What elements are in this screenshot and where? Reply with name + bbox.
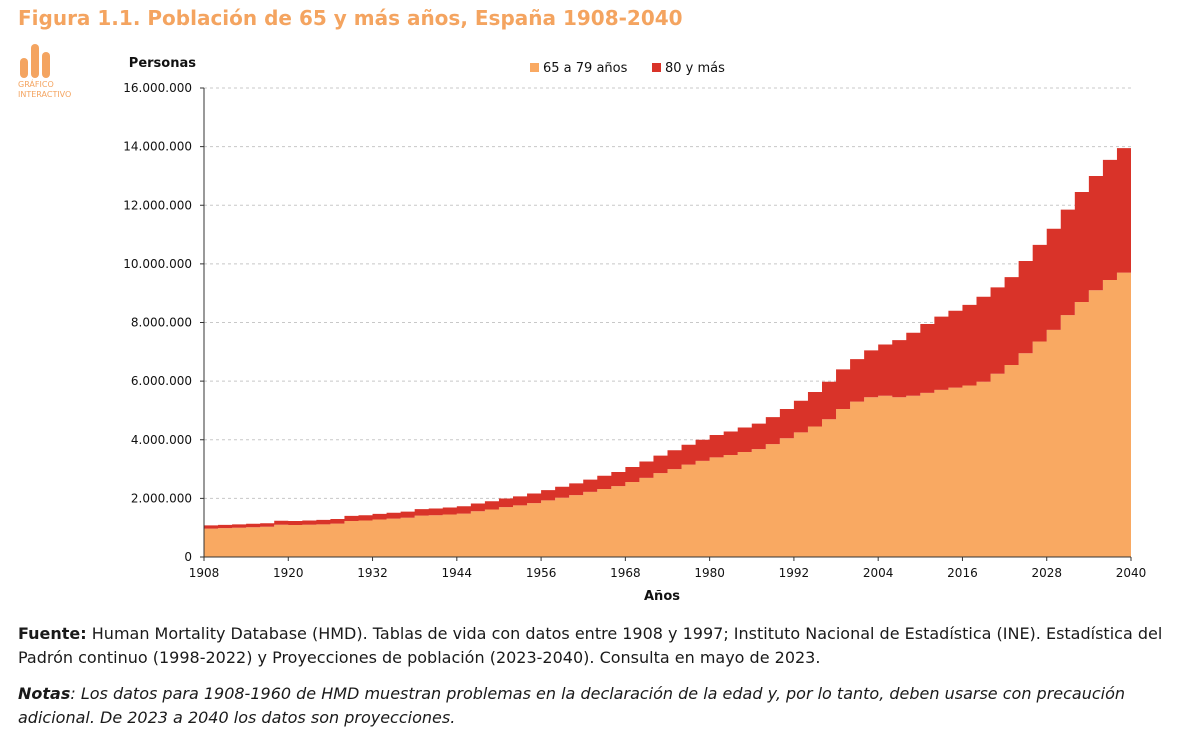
x-tick-label-1956: 1956 xyxy=(526,566,557,580)
interactive-label-line-2: INTERACTIVO xyxy=(18,90,72,99)
figure-title: Figura 1.1. Población de 65 y más años, … xyxy=(18,6,683,30)
y-tick-label-8: 16.000.000 xyxy=(123,81,192,95)
area-series-65-79[interactable] xyxy=(204,269,1131,557)
y-tick-label-1: 2.000.000 xyxy=(131,491,192,505)
source-note: Fuente: Human Mortality Database (HMD). … xyxy=(18,622,1183,670)
notes-label: Notas xyxy=(18,684,71,703)
legend-swatch xyxy=(530,63,539,72)
legend-label: 80 y más xyxy=(665,61,725,76)
y-tick-label-7: 14.000.000 xyxy=(123,140,192,154)
axes: 0 2.000.000 4.000.000 6.000.000 8.000.000 10.… xyxy=(123,81,1146,580)
y-tick-label-0: 0 xyxy=(184,550,192,564)
x-tick-label-1908: 1908 xyxy=(189,566,220,580)
notes-note: Notas: Los datos para 1908-1960 de HMD m… xyxy=(18,682,1183,730)
y-axis-title: Personas xyxy=(129,56,196,71)
y-tick-label-6: 12.000.000 xyxy=(123,198,192,212)
notes-text: : Los datos para 1908-1960 de HMD muestr… xyxy=(18,684,1126,727)
legend-item-65-79[interactable]: 65 a 79 años xyxy=(530,61,628,76)
legend-item-80-plus[interactable]: 80 y más xyxy=(652,61,725,76)
x-tick-label-1932: 1932 xyxy=(357,566,388,580)
x-tick-label-2028: 2028 xyxy=(1031,566,1062,580)
area-series xyxy=(204,139,1131,557)
x-tick-label-2040: 2040 xyxy=(1116,566,1147,580)
x-tick-label-1920: 1920 xyxy=(273,566,304,580)
x-tick-label-1980: 1980 xyxy=(694,566,725,580)
y-tick-label-5: 10.000.000 xyxy=(123,257,192,271)
x-tick-label-1968: 1968 xyxy=(610,566,641,580)
legend: 65 a 79 años 80 y más xyxy=(530,61,725,76)
x-tick-label-2004: 2004 xyxy=(863,566,894,580)
stacked-area-chart: 0 2.000.000 4.000.000 6.000.000 8.000.000 10.… xyxy=(123,56,1146,604)
y-tick-label-3: 6.000.000 xyxy=(131,374,192,388)
interactive-label[interactable]: GRÁFICO INTERACTIVO xyxy=(18,80,98,100)
legend-swatch xyxy=(652,63,661,72)
area-series-80-plus[interactable] xyxy=(204,139,1131,529)
source-label: Fuente: xyxy=(18,624,87,643)
x-tick-label-1992: 1992 xyxy=(779,566,810,580)
y-tick-label-2: 4.000.000 xyxy=(131,433,192,447)
y-tick-label-4: 8.000.000 xyxy=(131,316,192,330)
interactive-label-line-1: GRÁFICO xyxy=(18,80,54,89)
interactive-chart-icon[interactable] xyxy=(18,40,54,84)
x-axis-title: Años xyxy=(644,589,680,604)
x-tick-label-1944: 1944 xyxy=(442,566,473,580)
legend-label: 65 a 79 años xyxy=(543,61,628,76)
x-tick-label-2016: 2016 xyxy=(947,566,978,580)
footnotes: Fuente: Human Mortality Database (HMD). … xyxy=(18,622,1183,742)
source-text: Human Mortality Database (HMD). Tablas d… xyxy=(18,624,1163,667)
